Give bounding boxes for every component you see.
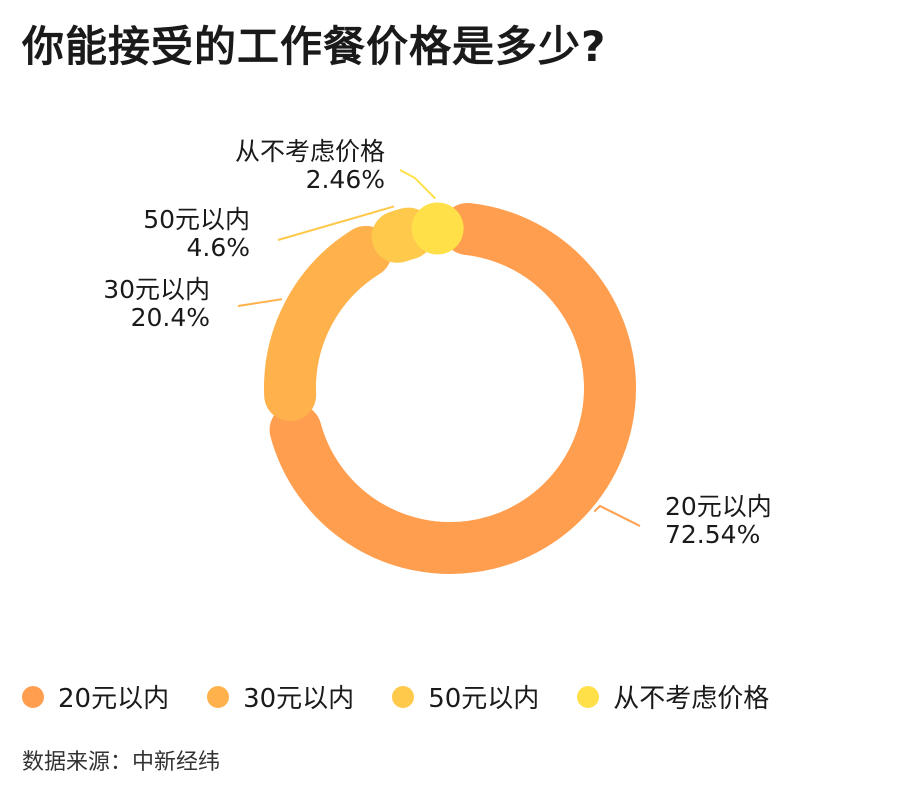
leader-lines-group <box>237 169 641 527</box>
legend-item-50[interactable]: 50元以内 <box>392 678 539 715</box>
data-source: 数据来源：中新经纬 <box>22 750 221 775</box>
legend-label-50: 50元以内 <box>428 684 540 714</box>
slice-label-20: 20元以内 <box>665 492 772 521</box>
slice-value-30: 20.4% <box>131 303 210 332</box>
legend-dot-30 <box>207 685 230 708</box>
slice-value-20: 72.54% <box>665 520 760 549</box>
legend-label-any: 从不考虑价格 <box>613 684 770 714</box>
legend-label-20: 20元以内 <box>58 684 170 714</box>
slice-20[interactable] <box>269 202 636 574</box>
slice-label-any: 从不考虑价格 <box>235 137 385 166</box>
slice-30[interactable] <box>264 225 392 422</box>
slices-group <box>264 202 636 574</box>
legend-item-30[interactable]: 30元以内 <box>207 678 354 715</box>
legend-item-any[interactable]: 从不考虑价格 <box>577 678 769 715</box>
legend-dot-any <box>577 685 600 708</box>
slice-label-50: 50元以内 <box>143 205 250 234</box>
legend-item-20[interactable]: 20元以内 <box>22 678 169 715</box>
legend-dot-20 <box>22 685 44 708</box>
slice-value-any: 2.46% <box>306 165 385 194</box>
legend-dot-50 <box>392 685 415 708</box>
legend-label-30: 30元以内 <box>243 684 355 714</box>
slice-label-30: 30元以内 <box>103 275 210 304</box>
legend: 20元以内 30元以内 50元以内 从不考虑价格 <box>22 678 807 715</box>
leader-line-any <box>399 169 437 200</box>
leader-line-30 <box>237 298 283 307</box>
slice-value-50: 4.6% <box>186 233 250 262</box>
slice-50[interactable] <box>371 207 435 263</box>
chart-title: 你能接受的工作餐价格是多少? <box>22 22 607 71</box>
leader-line-20 <box>593 504 641 527</box>
leader-line-50 <box>277 205 395 241</box>
